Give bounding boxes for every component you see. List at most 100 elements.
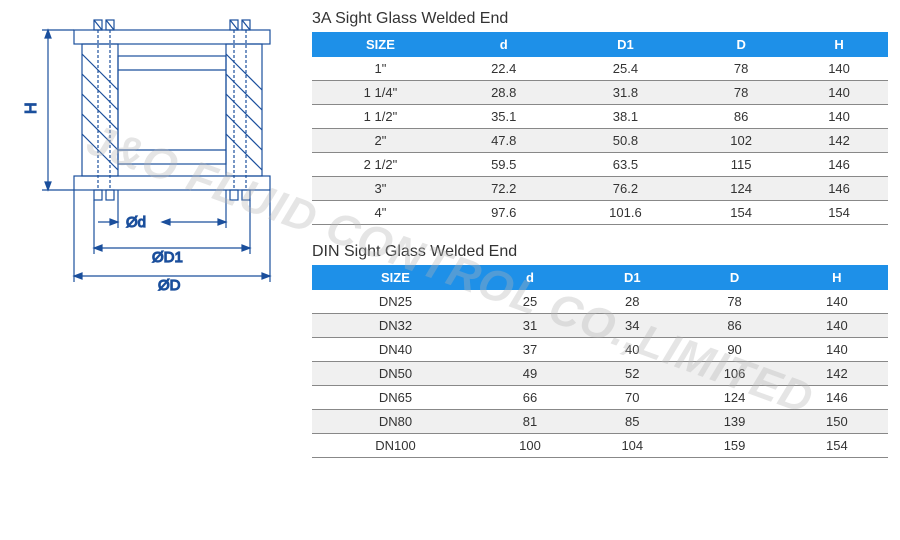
table-cell: 4" — [312, 201, 449, 225]
table-cell: 35.1 — [449, 105, 559, 129]
col-h: H — [786, 265, 888, 290]
tables-panel: 3A Sight Glass Welded End SIZE d D1 D H … — [312, 10, 888, 476]
table-cell: DN25 — [312, 290, 479, 314]
table-row: 1 1/2"35.138.186140 — [312, 105, 888, 129]
table-cell: 1" — [312, 57, 449, 81]
table-cell: 34 — [581, 314, 683, 338]
table-cell: 139 — [683, 410, 785, 434]
col-d: d — [449, 32, 559, 57]
table-cell: 78 — [692, 57, 790, 81]
col-d1: D1 — [581, 265, 683, 290]
table-cell: 38.1 — [559, 105, 693, 129]
table-cell: 49 — [479, 362, 581, 386]
table-row: DN504952106142 — [312, 362, 888, 386]
table-cell: 22.4 — [449, 57, 559, 81]
diagram-panel: H — [12, 10, 292, 476]
table-row: 1 1/4"28.831.878140 — [312, 81, 888, 105]
table-cell: 1 1/2" — [312, 105, 449, 129]
table-cell: 146 — [786, 386, 888, 410]
table-row: DN100100104159154 — [312, 434, 888, 458]
table-cell: 78 — [692, 81, 790, 105]
table-cell: 101.6 — [559, 201, 693, 225]
dim-label-d1: ØD1 — [152, 249, 183, 266]
sight-glass-diagram: H — [12, 10, 292, 310]
table-row: DN656670124146 — [312, 386, 888, 410]
table-row: 1"22.425.478140 — [312, 57, 888, 81]
table-row: DN808185139150 — [312, 410, 888, 434]
table-cell: 59.5 — [449, 153, 559, 177]
table-cell: 25.4 — [559, 57, 693, 81]
table-cell: 140 — [790, 57, 888, 81]
col-dcap: D — [683, 265, 785, 290]
table-cell: DN32 — [312, 314, 479, 338]
table-cell: 81 — [479, 410, 581, 434]
table-cell: 154 — [786, 434, 888, 458]
table-cell: DN80 — [312, 410, 479, 434]
table-block-0: 3A Sight Glass Welded End SIZE d D1 D H … — [312, 10, 888, 225]
dim-label-h: H — [23, 102, 40, 114]
col-size: SIZE — [312, 265, 479, 290]
table-cell: 142 — [790, 129, 888, 153]
table-cell: 140 — [786, 290, 888, 314]
table-cell: 66 — [479, 386, 581, 410]
table-cell: 86 — [683, 314, 785, 338]
table-cell: 97.6 — [449, 201, 559, 225]
table-cell: 106 — [683, 362, 785, 386]
table-cell: 47.8 — [449, 129, 559, 153]
table-cell: 140 — [790, 105, 888, 129]
table-cell: 140 — [786, 338, 888, 362]
table-cell: 85 — [581, 410, 683, 434]
table-cell: 70 — [581, 386, 683, 410]
table-cell: 140 — [786, 314, 888, 338]
table-cell: 76.2 — [559, 177, 693, 201]
col-h: H — [790, 32, 888, 57]
table-cell: 150 — [786, 410, 888, 434]
table-cell: DN65 — [312, 386, 479, 410]
table-cell: 90 — [683, 338, 785, 362]
spec-table-0: SIZE d D1 D H 1"22.425.4781401 1/4"28.83… — [312, 32, 888, 225]
table-row: DN40374090140 — [312, 338, 888, 362]
dim-label-d: Ød — [126, 214, 146, 231]
table-cell: 146 — [790, 153, 888, 177]
col-d: d — [479, 265, 581, 290]
table-cell: 154 — [790, 201, 888, 225]
table-cell: 159 — [683, 434, 785, 458]
table-cell: 2" — [312, 129, 449, 153]
table-cell: 100 — [479, 434, 581, 458]
col-size: SIZE — [312, 32, 449, 57]
table-cell: 86 — [692, 105, 790, 129]
table-cell: 28.8 — [449, 81, 559, 105]
table-cell: 50.8 — [559, 129, 693, 153]
table-cell: 3" — [312, 177, 449, 201]
table-cell: 1 1/4" — [312, 81, 449, 105]
table-row: 2 1/2"59.563.5115146 — [312, 153, 888, 177]
col-dcap: D — [692, 32, 790, 57]
table-cell: 31 — [479, 314, 581, 338]
table-cell: 154 — [692, 201, 790, 225]
table-title-1: DIN Sight Glass Welded End — [312, 243, 888, 261]
table-cell: 2 1/2" — [312, 153, 449, 177]
table-cell: 124 — [692, 177, 790, 201]
table-cell: 78 — [683, 290, 785, 314]
table-cell: DN100 — [312, 434, 479, 458]
table-cell: 72.2 — [449, 177, 559, 201]
table-row: 4"97.6101.6154154 — [312, 201, 888, 225]
table-cell: 142 — [786, 362, 888, 386]
table-row: 3"72.276.2124146 — [312, 177, 888, 201]
table-header-row: SIZE d D1 D H — [312, 32, 888, 57]
table-cell: 63.5 — [559, 153, 693, 177]
table-cell: 37 — [479, 338, 581, 362]
table-cell: 102 — [692, 129, 790, 153]
table-title-0: 3A Sight Glass Welded End — [312, 10, 888, 28]
table-header-row: SIZE d D1 D H — [312, 265, 888, 290]
table-cell: 115 — [692, 153, 790, 177]
table-cell: 31.8 — [559, 81, 693, 105]
table-row: DN32313486140 — [312, 314, 888, 338]
table-row: DN25252878140 — [312, 290, 888, 314]
table-cell: 104 — [581, 434, 683, 458]
col-d1: D1 — [559, 32, 693, 57]
table-cell: DN50 — [312, 362, 479, 386]
table-cell: 28 — [581, 290, 683, 314]
table-cell: 140 — [790, 81, 888, 105]
table-cell: 124 — [683, 386, 785, 410]
